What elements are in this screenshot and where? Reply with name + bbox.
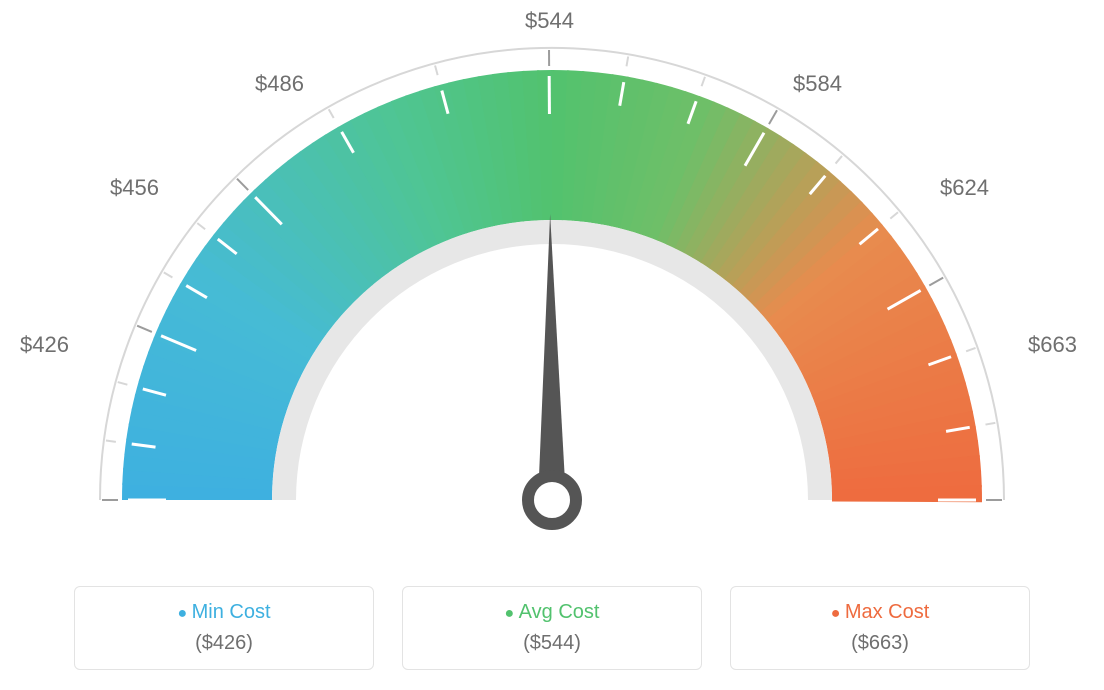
tick-label: $426 <box>20 332 69 358</box>
legend-row: Min Cost ($426) Avg Cost ($544) Max Cost… <box>0 586 1104 670</box>
outer-tick-minor <box>329 109 334 118</box>
outer-tick-minor <box>702 77 705 86</box>
gauge-svg <box>0 0 1104 560</box>
legend-card-max: Max Cost ($663) <box>730 586 1030 670</box>
outer-tick <box>769 110 777 124</box>
legend-title-avg: Avg Cost <box>403 601 701 624</box>
outer-tick-minor <box>985 423 995 425</box>
outer-tick-minor <box>164 272 173 277</box>
tick-label: $663 <box>1028 332 1077 358</box>
outer-tick-minor <box>197 223 205 229</box>
gauge-container: $426 $456 $486 $544 $584 $624 $663 <box>0 0 1104 560</box>
tick-label: $544 <box>525 8 574 34</box>
legend-title-max: Max Cost <box>731 601 1029 624</box>
legend-title-min: Min Cost <box>75 601 373 624</box>
outer-tick-minor <box>118 382 128 385</box>
tick-label: $584 <box>793 71 842 97</box>
legend-value-avg: ($544) <box>403 632 701 655</box>
outer-tick <box>237 179 248 190</box>
outer-tick <box>929 278 943 286</box>
legend-value-min: ($426) <box>75 632 373 655</box>
outer-tick-minor <box>836 156 842 164</box>
needle <box>538 214 566 500</box>
outer-tick <box>137 326 152 332</box>
outer-tick-minor <box>626 56 628 66</box>
legend-value-max: ($663) <box>731 632 1029 655</box>
outer-tick-minor <box>890 212 898 218</box>
tick-label: $456 <box>110 175 159 201</box>
tick-label: $624 <box>940 175 989 201</box>
tick-label: $486 <box>255 71 304 97</box>
legend-card-min: Min Cost ($426) <box>74 586 374 670</box>
outer-tick-minor <box>435 65 438 75</box>
outer-tick-minor <box>106 441 116 442</box>
legend-card-avg: Avg Cost ($544) <box>402 586 702 670</box>
outer-tick-minor <box>966 348 975 351</box>
needle-hub <box>528 476 576 524</box>
